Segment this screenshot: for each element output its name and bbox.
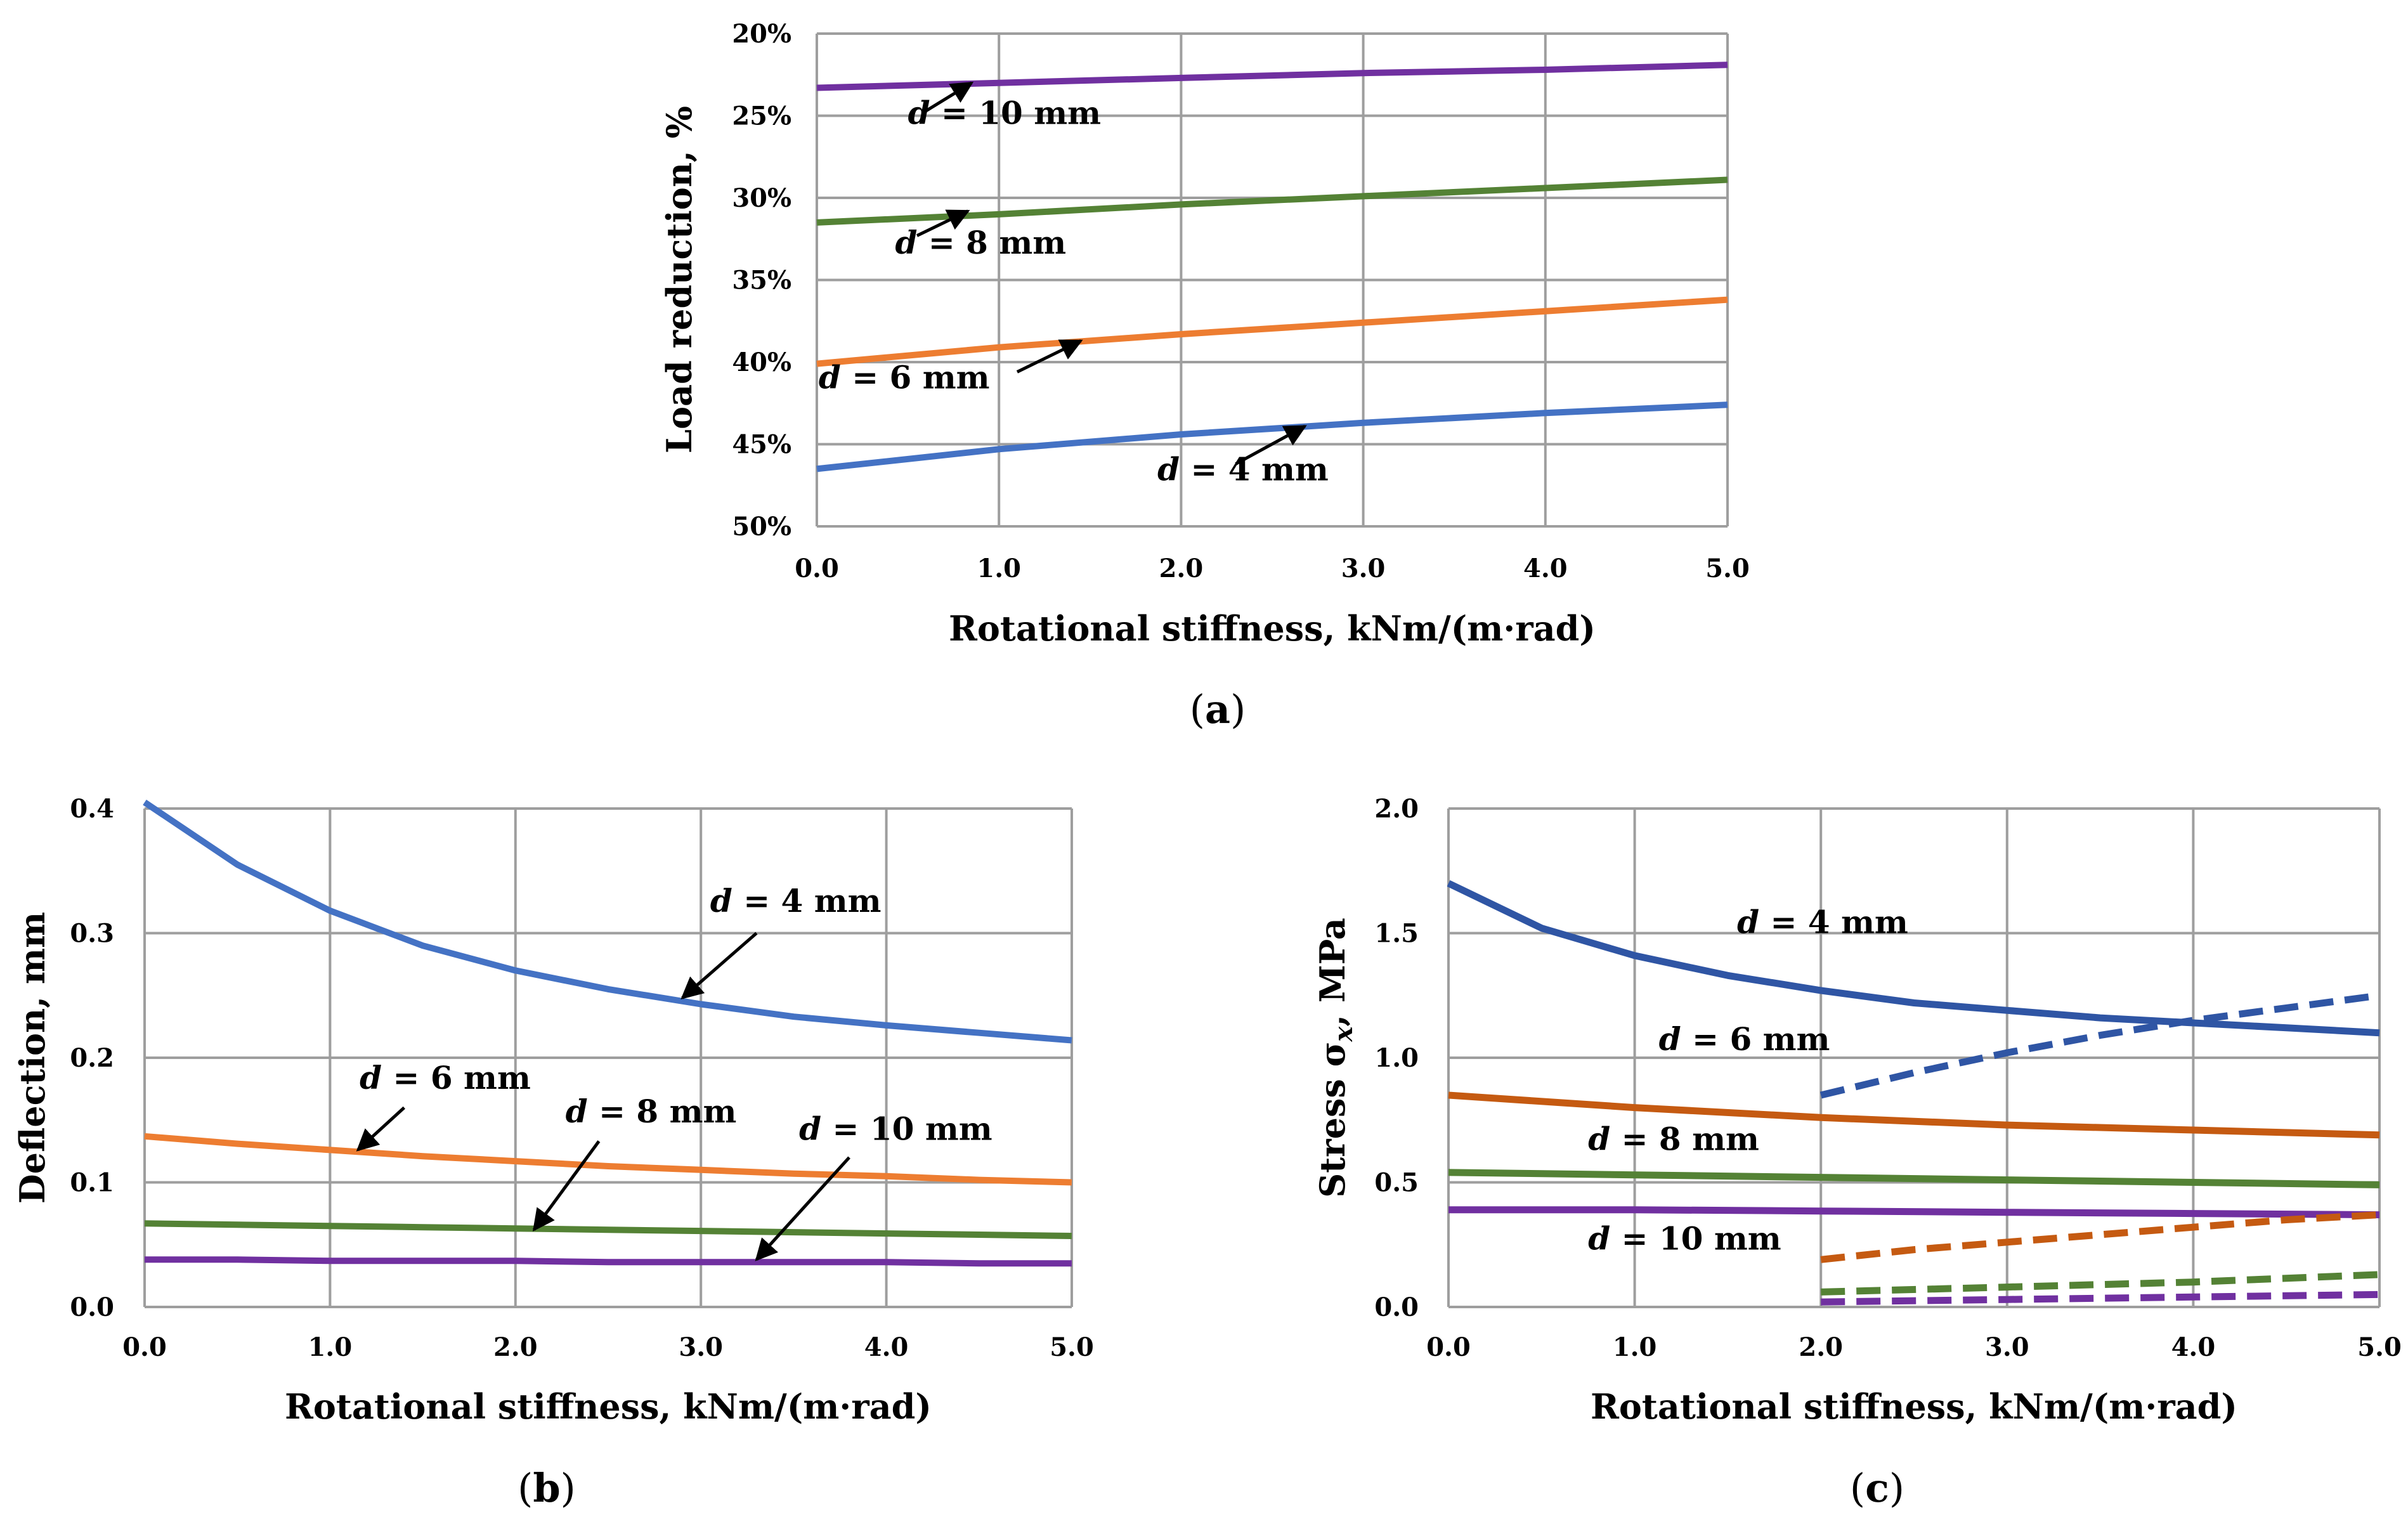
y-tick-label: 50% (732, 512, 791, 542)
y-tick-label: 45% (732, 430, 791, 460)
panel-label: (b) (517, 1465, 576, 1511)
series-annotation: d = 8 mm (1588, 1120, 1759, 1157)
x-tick-label: 3.0 (1985, 1332, 2029, 1362)
y-tick-label: 0.0 (1374, 1292, 1419, 1322)
x-tick-label: 1.0 (1613, 1332, 1657, 1362)
chart-load-reduction: 0.0 1.0 2.0 3.0 4.0 5.0 20% 25% 30% 35% 40% 45% 50% d… (659, 19, 1750, 732)
series-annotation: d = 4 mm (710, 882, 882, 920)
x-tick-label: 0.0 (795, 554, 839, 583)
series-annotation: d = 10 mm (799, 1110, 992, 1148)
x-tick-label: 2.0 (1799, 1332, 1843, 1362)
x-tick-label: 2.0 (493, 1332, 538, 1362)
x-tick-label: 4.0 (864, 1332, 909, 1362)
annotation-arrow (1235, 424, 1307, 465)
series-annotation: d = 10 mm (908, 94, 1101, 131)
panel-label: (c) (1850, 1465, 1904, 1511)
x-tick-label: 1.0 (977, 554, 1021, 583)
chart-stress: 0.0 1.0 2.0 3.0 4.0 5.0 0.0 0.5 1.0 1.5 2.0 d = 4 m… (1312, 794, 2402, 1511)
series-line-c_d4-dashed (1819, 992, 2380, 1099)
annotation-arrow (925, 81, 974, 112)
y-tick-label: 0.2 (70, 1043, 114, 1073)
chart-deflection: 0.0 1.0 2.0 3.0 4.0 5.0 0.0 0.1 0.2 0.3 0.4 d = 4 m… (12, 794, 1094, 1511)
y-tick-label: 40% (732, 348, 791, 377)
annotation-arrow (916, 209, 970, 237)
series-line-d10 (145, 1256, 1072, 1267)
x-tick-label: 4.0 (2171, 1332, 2216, 1362)
y-tick-label: 2.0 (1374, 794, 1419, 824)
series-annotation: d = 4 mm (1157, 450, 1329, 488)
x-axis-label: Rotational stiffness, kNm/(m·rad) (285, 1386, 932, 1427)
x-axis-label: Rotational stiffness, kNm/(m·rad) (1591, 1386, 2237, 1427)
x-axis-label: Rotational stiffness, kNm/(m·rad) (949, 608, 1596, 649)
x-tick-label: 0.0 (122, 1332, 167, 1362)
series-annotation: d = 4 mm (1737, 904, 1908, 941)
y-axis-label: Stress σx, MPa (1312, 918, 1358, 1198)
y-tick-label: 30% (732, 183, 791, 213)
y-tick-label: 0.0 (70, 1292, 114, 1322)
annotation-arrow (532, 1140, 601, 1232)
x-tick-label: 3.0 (679, 1332, 723, 1362)
x-tick-label: 1.0 (308, 1332, 353, 1362)
annotation-arrow (356, 1106, 406, 1152)
annotation-arrow (680, 932, 758, 999)
y-tick-label: 25% (732, 101, 791, 131)
series-line-d8 (1448, 1169, 2380, 1188)
y-axis-label: Load reduction, % (659, 106, 700, 453)
y-axis-label: Deflection, mm (12, 912, 53, 1204)
series-annotation: d = 8 mm (566, 1093, 737, 1130)
y-tick-label: 0.3 (70, 919, 114, 949)
panel-label: (a) (1190, 686, 1246, 732)
x-tick-label: 2.0 (1159, 554, 1204, 583)
series-line-d8 (144, 1220, 1072, 1239)
annotation-arrow (1016, 339, 1083, 374)
y-tick-label: 1.5 (1374, 919, 1419, 949)
x-tick-label: 5.0 (1705, 554, 1750, 583)
series-annotation: d = 8 mm (895, 224, 1066, 261)
series-annotation: d = 6 mm (1659, 1020, 1830, 1058)
x-tick-label: 3.0 (1341, 554, 1386, 583)
annotation-arrow (755, 1156, 850, 1261)
y-tick-label: 1.0 (1374, 1043, 1419, 1073)
y-tick-label: 35% (732, 266, 791, 296)
y-tick-label: 0.4 (70, 794, 114, 824)
x-tick-label: 0.0 (1426, 1332, 1471, 1362)
series-line-d10-dashed (1821, 1290, 2380, 1306)
series-line-c_d6-dashed (1820, 1211, 2380, 1263)
y-tick-label: 0.1 (70, 1168, 114, 1198)
x-tick-label: 5.0 (1050, 1332, 1094, 1362)
series-line-d10 (1448, 1206, 2380, 1219)
x-tick-label: 5.0 (2357, 1332, 2402, 1362)
series-line-d8-dashed (1821, 1271, 2380, 1296)
series-line-c_d4 (1447, 880, 2380, 1037)
x-tick-label: 4.0 (1523, 554, 1568, 583)
series-line-c_d6 (1448, 1091, 2380, 1139)
series-line-d6 (144, 1133, 1072, 1186)
y-tick-label: 20% (732, 19, 791, 49)
series-line-d6 (816, 296, 1728, 367)
series-line-d4 (143, 800, 1072, 1044)
series-line-d10 (816, 62, 1728, 91)
series-annotation: d = 6 mm (360, 1059, 531, 1096)
series-line-d4 (816, 401, 1728, 472)
series-line-d8 (816, 176, 1728, 226)
y-tick-label: 0.5 (1374, 1168, 1419, 1198)
series-annotation: d = 6 mm (819, 358, 990, 396)
series-annotation: d = 10 mm (1588, 1220, 1781, 1258)
